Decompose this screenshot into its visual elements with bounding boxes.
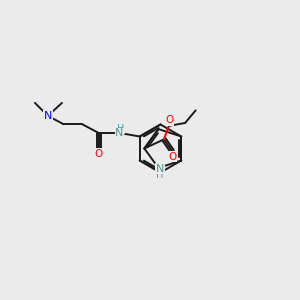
Text: H: H	[156, 169, 164, 179]
Text: O: O	[95, 149, 103, 159]
Text: N: N	[115, 128, 124, 138]
Text: O: O	[168, 152, 176, 162]
Text: O: O	[165, 116, 173, 125]
Text: N: N	[156, 164, 164, 173]
Text: H: H	[117, 124, 124, 134]
Text: N: N	[44, 111, 52, 121]
